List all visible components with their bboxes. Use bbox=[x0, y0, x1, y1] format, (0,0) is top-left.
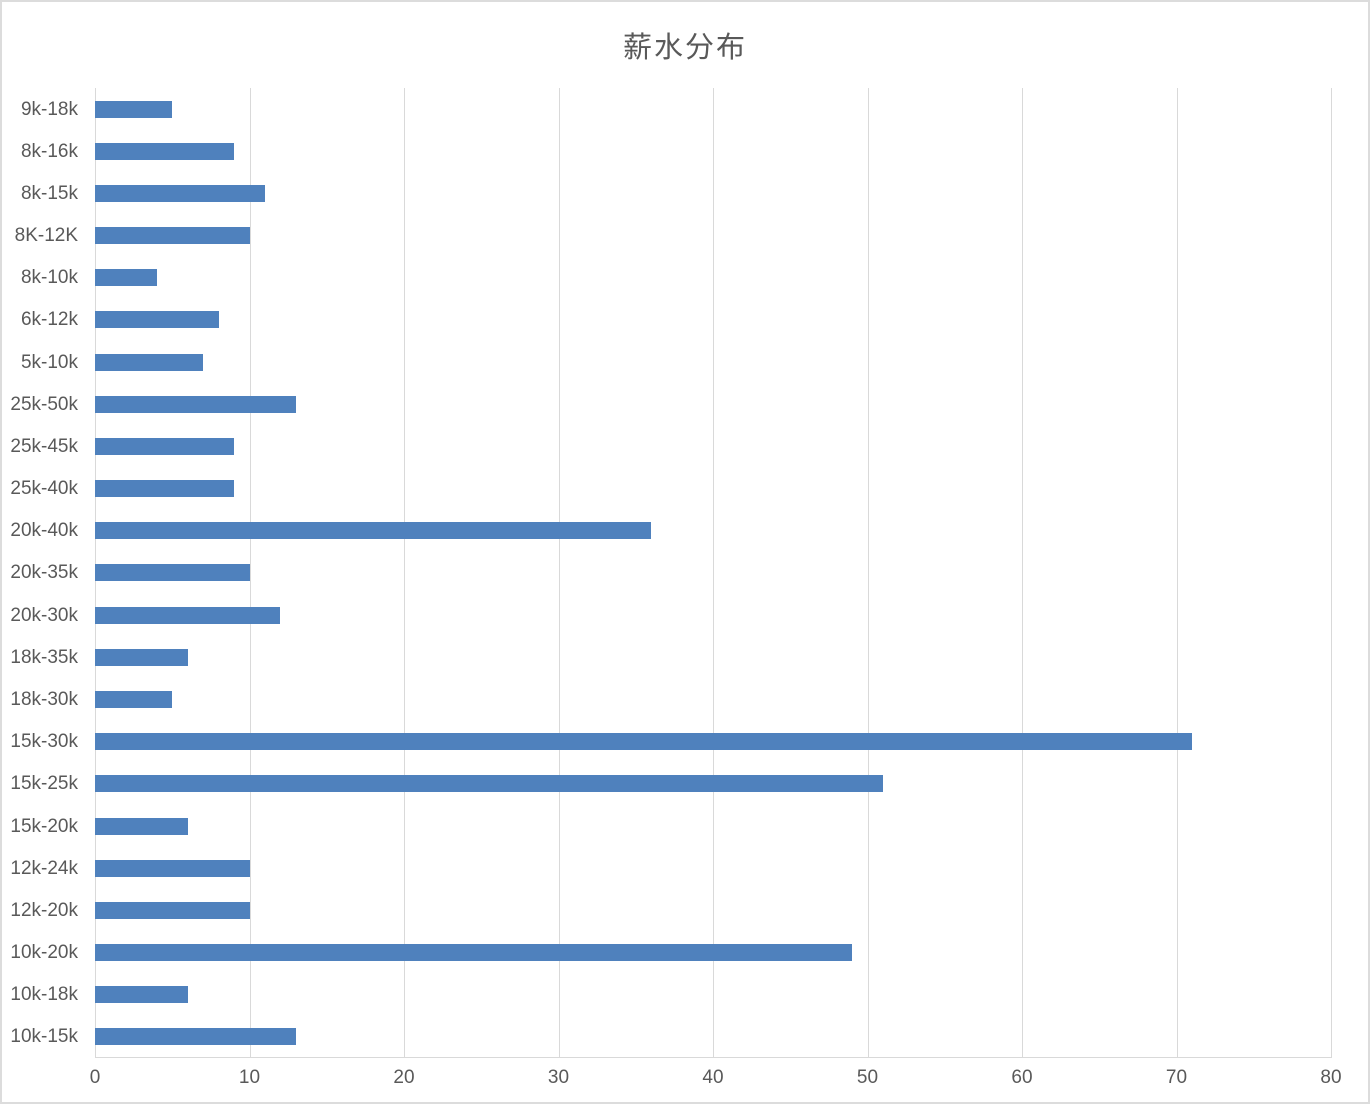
x-tick-label: 0 bbox=[89, 1067, 101, 1088]
bar bbox=[95, 859, 250, 877]
x-tick-label: 10 bbox=[238, 1067, 261, 1088]
chart-title: 薪水分布 bbox=[622, 32, 747, 64]
category-label: 15k-30k bbox=[10, 731, 78, 753]
category-label: 20k-40k bbox=[10, 520, 78, 542]
bar bbox=[95, 817, 188, 835]
bar-row: 9k-18k bbox=[21, 88, 1331, 130]
bar-row: 5k-10k bbox=[21, 341, 1331, 383]
bar-row: 8k-16k bbox=[21, 130, 1331, 172]
bar bbox=[95, 648, 188, 666]
category-label: 8K-12K bbox=[14, 225, 78, 247]
x-tick-label: 30 bbox=[547, 1067, 570, 1088]
gridline bbox=[1022, 88, 1023, 1058]
x-tick-label: 80 bbox=[1320, 1067, 1342, 1088]
bar bbox=[95, 100, 173, 118]
bar-row: 10k-15k bbox=[10, 1016, 1331, 1058]
bar-row: 25k-45k bbox=[10, 425, 1331, 467]
bar-row: 25k-40k bbox=[10, 468, 1331, 510]
category-label: 9k-18k bbox=[20, 98, 78, 120]
bar bbox=[95, 775, 883, 793]
gridline bbox=[558, 88, 560, 1058]
bar-row: 15k-25k bbox=[10, 763, 1331, 805]
bar bbox=[95, 227, 250, 245]
category-label: 25k-50k bbox=[10, 393, 78, 415]
category-label: 18k-30k bbox=[10, 688, 78, 710]
x-tick-label: 60 bbox=[1011, 1067, 1033, 1088]
plot-area: 9k-18k 8k-16k 8k-15k 8K-12K 8k-10k 6k-12k 5k-1… bbox=[10, 88, 1342, 1087]
bar-row: 20k-30k bbox=[10, 594, 1331, 636]
bar bbox=[95, 395, 296, 413]
bar bbox=[95, 564, 250, 582]
category-label: 10k-15k bbox=[10, 1026, 78, 1048]
category-label: 8k-16k bbox=[20, 140, 78, 162]
x-tick-label: 50 bbox=[856, 1067, 879, 1088]
category-label: 8k-15k bbox=[20, 182, 78, 204]
bar-row: 15k-20k bbox=[10, 805, 1331, 847]
bar bbox=[95, 480, 235, 498]
bar-row: 18k-30k bbox=[10, 678, 1331, 720]
category-label: 20k-30k bbox=[10, 604, 78, 626]
bar-row: 15k-30k bbox=[10, 721, 1331, 763]
gridline bbox=[404, 88, 405, 1058]
category-label: 8k-10k bbox=[20, 267, 78, 289]
category-label: 5k-10k bbox=[20, 351, 78, 373]
x-tick-label: 70 bbox=[1165, 1067, 1188, 1088]
category-label: 20k-35k bbox=[10, 562, 78, 584]
bar-row: 12k-24k bbox=[10, 847, 1331, 889]
category-label: 10k-18k bbox=[10, 984, 78, 1006]
bar-row: 18k-35k bbox=[10, 636, 1331, 678]
bar bbox=[95, 311, 219, 329]
x-tick-label: 20 bbox=[393, 1067, 415, 1088]
bar-row: 20k-40k bbox=[10, 510, 1331, 552]
bar bbox=[95, 184, 265, 202]
bar-row: 20k-35k bbox=[10, 552, 1331, 594]
bar-row: 8k-15k bbox=[21, 172, 1331, 214]
bar-row: 10k-18k bbox=[10, 974, 1331, 1016]
category-label: 10k-20k bbox=[10, 942, 78, 964]
gridline bbox=[867, 88, 869, 1058]
bar-rows: 9k-18k 8k-16k 8k-15k 8K-12K 8k-10k 6k-12k 5k-1… bbox=[10, 88, 1331, 1058]
bar bbox=[95, 1028, 296, 1046]
category-label: 6k-12k bbox=[20, 309, 78, 331]
bar bbox=[95, 690, 173, 708]
bar bbox=[95, 269, 157, 287]
bar bbox=[95, 986, 188, 1004]
category-label: 15k-20k bbox=[10, 815, 78, 837]
category-label: 15k-25k bbox=[10, 773, 78, 795]
category-label: 12k-24k bbox=[10, 857, 78, 879]
bar bbox=[95, 522, 652, 540]
gridline bbox=[713, 88, 714, 1058]
gridline bbox=[1176, 88, 1178, 1058]
x-axis: 0 10 20 30 40 50 60 70 80 bbox=[90, 1058, 1342, 1098]
bar-row: 8K-12K bbox=[15, 215, 1331, 257]
bar-row: 25k-50k bbox=[10, 383, 1331, 425]
gridline bbox=[1331, 88, 1332, 1058]
category-label: 25k-40k bbox=[10, 478, 78, 500]
bar bbox=[95, 353, 204, 371]
bar-row: 10k-20k bbox=[10, 931, 1331, 973]
category-label: 18k-35k bbox=[10, 646, 78, 668]
bar-row: 8k-10k bbox=[21, 257, 1331, 299]
category-label: 25k-45k bbox=[10, 435, 78, 457]
bar bbox=[95, 733, 1192, 751]
bar bbox=[95, 606, 281, 624]
gridline bbox=[249, 88, 251, 1058]
category-label: 12k-20k bbox=[10, 899, 78, 921]
bar bbox=[95, 437, 235, 455]
x-axis-line bbox=[95, 1057, 1331, 1058]
bar bbox=[95, 901, 250, 919]
bar-row: 6k-12k bbox=[21, 299, 1331, 341]
bar bbox=[95, 944, 853, 962]
bar-row: 12k-20k bbox=[10, 889, 1331, 931]
x-tick-label: 40 bbox=[702, 1067, 724, 1088]
bar bbox=[95, 142, 235, 160]
